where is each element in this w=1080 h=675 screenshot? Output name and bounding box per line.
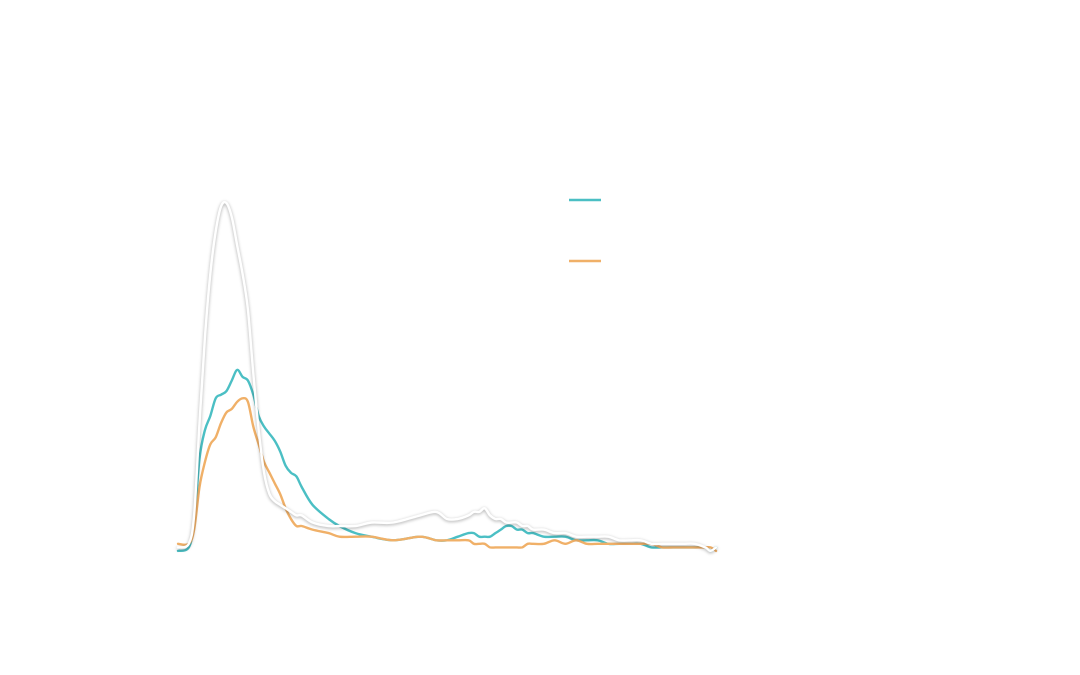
series-line-3: [176, 200, 718, 553]
series-line-1: [176, 368, 718, 553]
series-layer: [176, 200, 718, 553]
legend: [569, 198, 601, 263]
series-line-2: [176, 396, 718, 553]
